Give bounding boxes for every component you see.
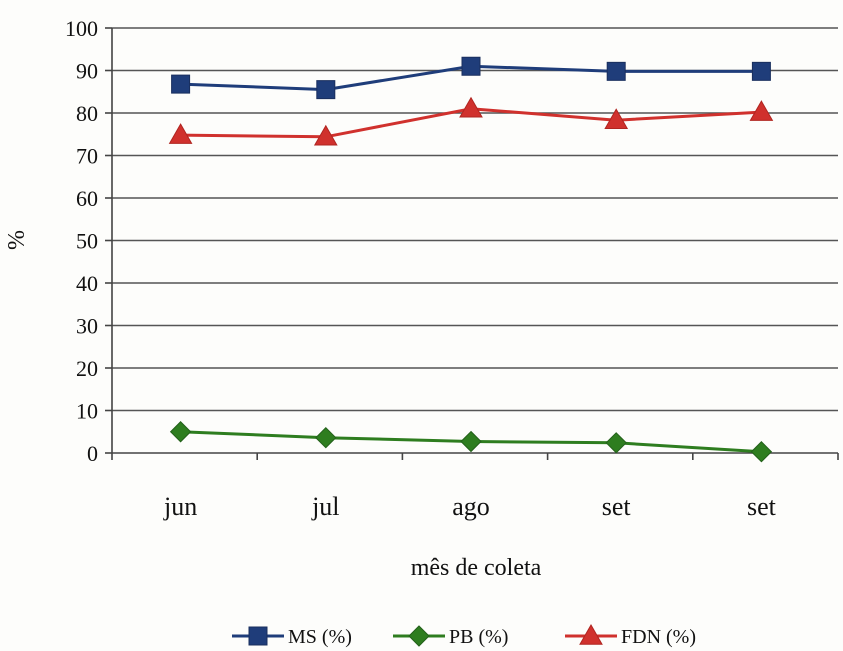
x-tick-label: ago <box>452 492 490 521</box>
data-point <box>606 61 626 81</box>
axes <box>105 27 839 460</box>
data-point <box>168 123 193 144</box>
series-0 <box>171 56 771 100</box>
data-point <box>459 96 483 118</box>
data-point <box>316 80 336 100</box>
legend-entry: FDN (%) <box>565 623 696 648</box>
y-tick-label: 70 <box>76 144 98 169</box>
legend-label: MS (%) <box>288 626 352 648</box>
data-point <box>460 430 482 453</box>
data-point <box>461 56 481 76</box>
legend-marker <box>579 623 603 645</box>
y-tick-label: 100 <box>65 16 98 41</box>
legend-entry: MS (%) <box>232 626 352 648</box>
series-1 <box>169 421 773 463</box>
x-tick-label: jul <box>311 492 339 521</box>
legend-label: PB (%) <box>449 626 508 648</box>
x-tick-label: jun <box>163 492 197 521</box>
y-tick-label: 10 <box>76 399 98 424</box>
x-tick-labels: jun jul ago set set <box>163 492 777 521</box>
y-tick-label: 20 <box>76 356 98 381</box>
data-point <box>605 432 627 454</box>
y-tick-label: 80 <box>76 101 98 126</box>
y-tick-label: 30 <box>76 314 98 339</box>
y-tick-label: 40 <box>76 271 98 296</box>
legend: MS (%) PB (%) FDN (%) <box>232 623 696 648</box>
x-tick-label: set <box>747 492 777 521</box>
series-lines <box>168 56 774 463</box>
data-point <box>169 421 192 443</box>
legend-marker <box>248 626 268 646</box>
x-axis-title: mês de coleta <box>411 555 542 581</box>
data-point <box>750 441 773 463</box>
data-point <box>751 61 771 81</box>
y-tick-labels: 0 10 20 30 40 50 60 70 80 90 100 <box>65 16 98 466</box>
data-point <box>313 124 338 146</box>
data-point <box>749 100 774 121</box>
y-tick-label: 50 <box>76 229 98 254</box>
y-axis-title: % <box>4 230 30 250</box>
legend-entry: PB (%) <box>393 625 508 648</box>
legend-label: FDN (%) <box>621 626 696 648</box>
legend-marker <box>408 625 430 647</box>
y-tick-label: 90 <box>76 59 98 84</box>
y-tick-label: 0 <box>87 441 98 466</box>
y-tick-label: 60 <box>76 186 98 211</box>
data-point <box>604 108 629 129</box>
data-point <box>315 426 337 449</box>
x-tick-label: set <box>602 492 632 521</box>
data-point <box>171 74 191 94</box>
series-2 <box>168 96 774 146</box>
